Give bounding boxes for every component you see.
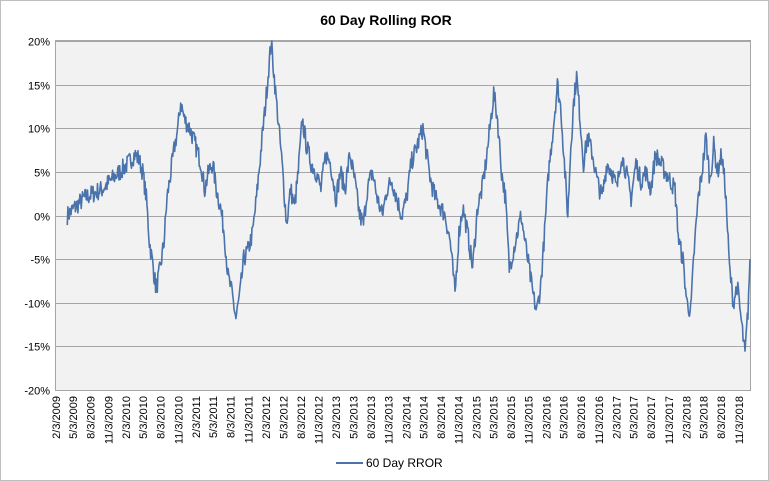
grid-lines (56, 41, 750, 391)
y-tick-label: 0% (34, 212, 50, 224)
x-tick-label: 2/3/2015 (471, 396, 483, 439)
y-tick-label: -10% (24, 299, 50, 311)
x-tick-label: 2/3/2011 (191, 396, 203, 438)
x-tick-label: 2/3/2010 (121, 396, 133, 439)
x-tick-label: 11/3/2014 (454, 396, 466, 444)
legend-label: 60 Day RROR (366, 456, 443, 470)
y-tick-label: 15% (28, 81, 50, 93)
x-tick-label: 11/3/2018 (734, 396, 746, 444)
x-tick-label: 2/3/2009 (51, 396, 63, 439)
x-tick-label: 8/3/2009 (86, 396, 98, 439)
x-tick-label: 11/3/2013 (384, 396, 396, 444)
x-tick-label: 2/3/2014 (401, 396, 413, 439)
x-tick-label: 5/3/2014 (418, 396, 430, 439)
x-tick-label: 8/3/2010 (156, 396, 168, 439)
x-axis-ticks: 2/3/2009 5/3/2009 8/3/2009 11/3/2009 2/3/201… (51, 396, 746, 444)
y-tick-label: -5% (30, 255, 50, 267)
series-line-60-day-rror (66, 40, 751, 352)
x-tick-label: 11/3/2016 (594, 396, 606, 444)
y-tick-label: -20% (24, 386, 50, 398)
x-tick-label: 5/3/2011 (208, 396, 220, 438)
x-tick-label: 11/3/2017 (664, 396, 676, 444)
x-tick-label: 8/3/2014 (436, 396, 448, 439)
y-tick-label: -15% (24, 342, 50, 354)
x-tick-label: 2/3/2013 (331, 396, 343, 439)
x-tick-label: 8/3/2012 (296, 396, 308, 439)
x-tick-label: 5/3/2013 (348, 396, 360, 439)
x-tick-label: 5/3/2016 (559, 396, 571, 439)
x-tick-label: 2/3/2012 (261, 396, 273, 439)
x-tick-label: 11/3/2012 (314, 396, 326, 444)
x-tick-label: 5/3/2012 (278, 396, 290, 439)
x-tick-label: 8/3/2017 (646, 396, 658, 439)
legend: 60 Day RROR (336, 456, 443, 470)
y-tick-label: 20% (28, 37, 50, 49)
x-tick-label: 8/3/2011 (226, 396, 238, 438)
x-tick-label: 11/3/2009 (103, 396, 115, 444)
x-tick-label: 5/3/2015 (488, 396, 500, 439)
y-axis-ticks: 20% 15% 10% 5% 0% -5% -10% -15% -20% (24, 37, 50, 398)
x-tick-label: 8/3/2016 (576, 396, 588, 439)
x-tick-label: 11/3/2011 (243, 396, 255, 443)
x-tick-label: 11/3/2015 (524, 396, 536, 444)
y-tick-label: 10% (28, 124, 50, 136)
x-tick-label: 11/3/2010 (173, 396, 185, 444)
x-tick-label: 2/3/2017 (611, 396, 623, 439)
y-tick-label: 5% (34, 168, 50, 180)
x-tick-label: 2/3/2018 (682, 396, 694, 439)
chart-title: 60 Day Rolling ROR (320, 12, 451, 28)
x-tick-label: 5/3/2017 (629, 396, 641, 439)
x-tick-label: 8/3/2018 (716, 396, 728, 439)
x-tick-label: 2/3/2016 (541, 396, 553, 439)
x-tick-label: 8/3/2015 (506, 396, 518, 439)
x-tick-label: 5/3/2009 (68, 396, 80, 439)
x-tick-label: 5/3/2010 (138, 396, 150, 439)
x-tick-label: 5/3/2018 (699, 396, 711, 439)
x-tick-label: 8/3/2013 (366, 396, 378, 439)
